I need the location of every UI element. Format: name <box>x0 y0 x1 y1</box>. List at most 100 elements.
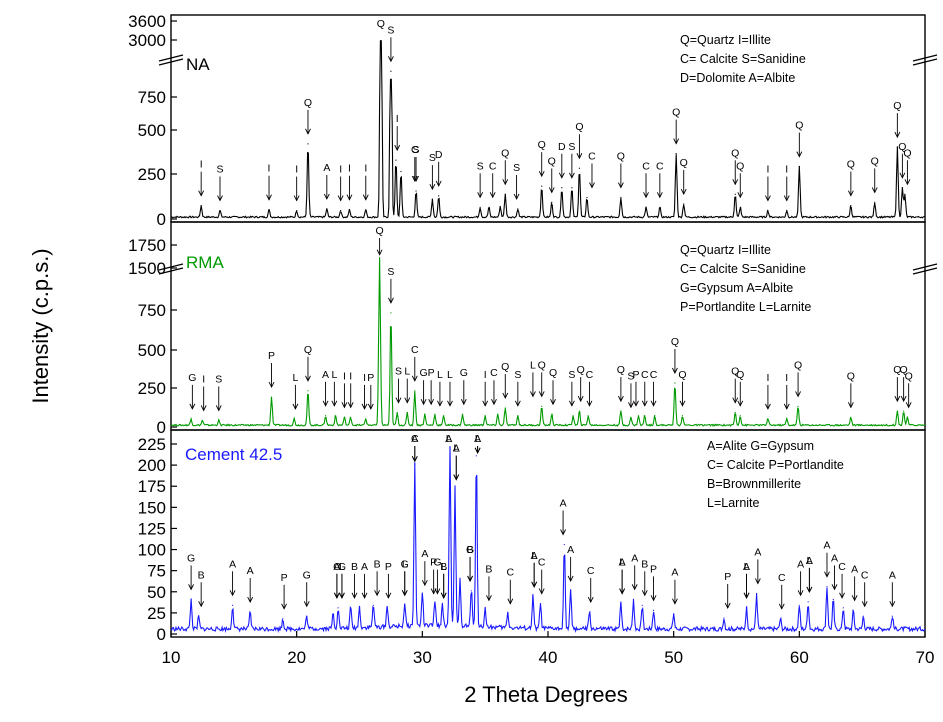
peak-label: A <box>743 561 750 573</box>
peak-label: C <box>507 567 515 579</box>
peak-point <box>734 412 736 414</box>
peak-point <box>379 257 381 259</box>
peak-arrowhead <box>305 375 311 382</box>
peak-point <box>798 604 800 606</box>
peak-label: S <box>217 164 224 176</box>
peak-arrowhead <box>189 403 196 410</box>
peak-label: A <box>671 567 678 579</box>
axis-break-mark <box>912 54 938 62</box>
peak-label: C <box>411 344 419 356</box>
peak-arrowhead <box>619 588 626 595</box>
peak-point <box>307 143 309 145</box>
y-tick-label: 500 <box>138 121 166 140</box>
peak-label: C <box>489 160 497 172</box>
x-tick-label: 50 <box>664 648 683 667</box>
y-tick-label: 250 <box>138 379 166 398</box>
peak-point <box>431 198 433 200</box>
peak-arrowhead <box>293 195 300 202</box>
peak-label: A <box>323 162 330 174</box>
peak-point <box>561 187 563 189</box>
x-tick-label: 20 <box>287 648 306 667</box>
peak-point <box>641 604 643 606</box>
peak-point <box>200 205 202 207</box>
peak-arrowhead <box>628 402 634 409</box>
peak-arrowhead <box>482 400 489 407</box>
peak-point <box>807 601 809 603</box>
y-tick-label: 0 <box>157 625 166 644</box>
peak-point <box>219 209 221 212</box>
y-tick-label: 500 <box>138 341 166 360</box>
peak-arrowhead <box>346 194 353 201</box>
peak-label: I <box>363 372 366 384</box>
peak-label: I <box>202 373 205 385</box>
peak-point <box>734 193 736 195</box>
peak-label: A <box>823 540 830 552</box>
peak-label: Q <box>795 120 803 132</box>
peak-point <box>571 187 573 189</box>
peak-point <box>756 592 758 595</box>
peak-label: A <box>619 557 626 569</box>
peak-arrowhead <box>783 403 790 410</box>
peak-label: G <box>401 558 409 570</box>
y-tick-label: 1750 <box>128 236 166 255</box>
peak-point <box>659 206 661 208</box>
peak-label: C <box>333 561 341 573</box>
peak-point <box>461 413 464 415</box>
legend-line: C= Calcite S=Sanidine <box>680 262 806 276</box>
peak-label: D <box>435 149 443 161</box>
peak-point <box>586 196 588 199</box>
peak-arrowhead <box>513 193 520 200</box>
peak-arrowhead <box>361 403 368 410</box>
peak-point <box>517 415 519 417</box>
peak-label: I <box>295 164 298 176</box>
peak-label: Q <box>304 344 312 356</box>
peak-arrowhead <box>754 578 761 585</box>
peak-arrowhead <box>894 131 901 139</box>
peak-point <box>852 609 854 611</box>
peak-point <box>630 416 632 418</box>
peak-label: Q <box>898 141 906 153</box>
peak-arrowhead <box>550 399 556 406</box>
peak-point <box>475 455 477 457</box>
x-axis: 10 20 30 40 50 60 70 <box>162 631 934 667</box>
peak-label: I <box>348 163 351 175</box>
peak-arrowhead <box>732 397 739 404</box>
peak-label: Q <box>501 147 509 159</box>
peak-point <box>470 590 472 592</box>
peak-point <box>335 415 337 417</box>
peak-label: A <box>322 369 329 381</box>
peak-point <box>231 604 234 606</box>
peak-arrowhead <box>266 194 272 201</box>
peak-arrowhead <box>587 596 594 604</box>
peak-arrowhead <box>351 592 358 599</box>
peak-label: Q <box>538 359 546 371</box>
peak-point <box>901 187 903 189</box>
peak-label: S <box>395 366 402 378</box>
peak-label: L <box>446 433 452 445</box>
peak-label: A <box>531 550 538 562</box>
peak-label: I <box>343 370 346 382</box>
peak-point <box>449 446 451 448</box>
peak-point <box>268 209 270 211</box>
peak-arrowhead <box>672 367 678 375</box>
peak-label: A <box>411 433 418 445</box>
peak-arrowhead <box>680 188 687 196</box>
peak-label: B <box>440 561 447 573</box>
peak-label: P <box>430 557 437 569</box>
peak-point <box>488 206 490 208</box>
peak-point <box>826 586 828 588</box>
peak-label: L <box>441 561 447 573</box>
peak-arrowhead <box>362 194 369 201</box>
x-tick-label: 10 <box>162 648 181 667</box>
peak-arrowhead <box>530 391 536 398</box>
peak-point <box>396 412 398 414</box>
peak-point <box>896 146 898 148</box>
peak-point <box>891 615 893 617</box>
y-tick-label: 25 <box>147 604 166 623</box>
peak-point <box>673 613 675 615</box>
legend-line: C= Calcite P=Portlandite <box>707 458 844 472</box>
x-tick-label: 60 <box>790 648 809 667</box>
